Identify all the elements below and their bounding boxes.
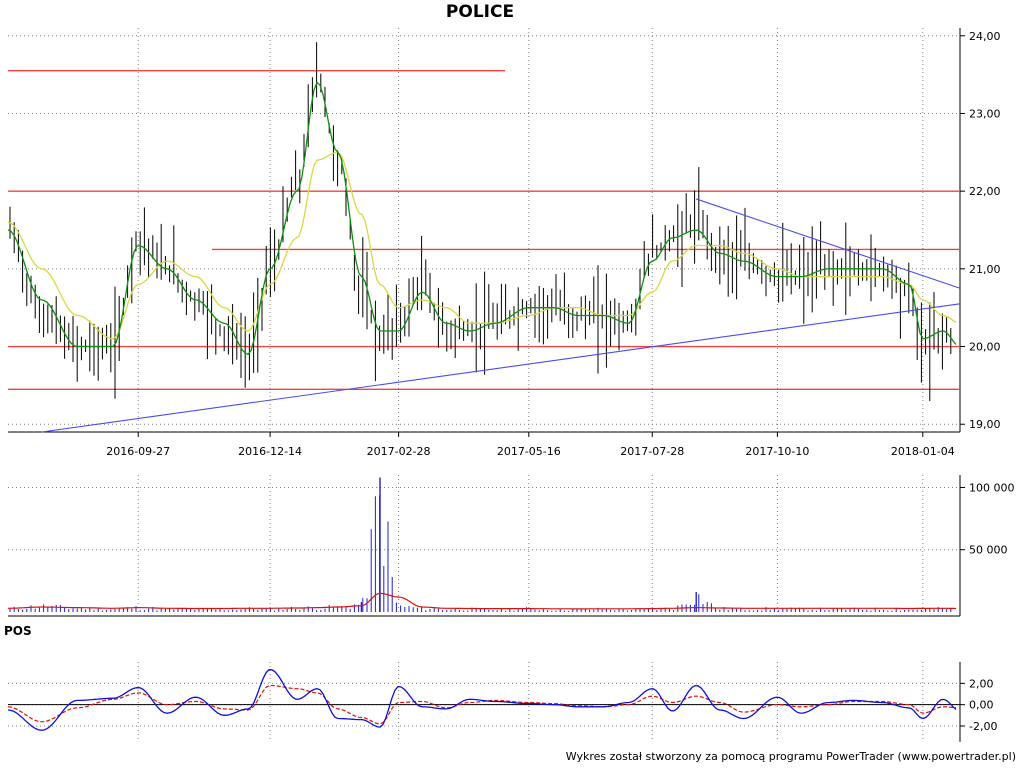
price-xtick-label: 2017-10-10 (745, 445, 809, 458)
chart-title: POLICE (445, 2, 515, 22)
price-ytick-label: 21,00 (969, 263, 1001, 276)
price-ytick-label: 24,00 (969, 30, 1001, 43)
trend-line (696, 198, 961, 289)
pos-panel-title: POS (4, 624, 32, 638)
trend-line (41, 303, 961, 433)
price-ytick-label: 19,00 (969, 418, 1001, 431)
price-panel: 19,00 20,00 21,00 22,00 23,00 24,00 2016-09-27… (7, 28, 1001, 458)
price-xtick-label: 2016-09-27 (106, 445, 170, 458)
price-xtick-label: 2017-07-28 (620, 445, 684, 458)
long-moving-average-line (7, 151, 957, 340)
volume-panel: 50 000 100 000 (7, 475, 1015, 617)
pos-panel: -2,00 0,00 2,00 (7, 662, 997, 742)
volume-ytick-label: 100 000 (969, 481, 1015, 494)
price-xtick-label: 2016-12-14 (238, 445, 302, 458)
price-xtick-label: 2017-02-28 (367, 445, 431, 458)
pos-ytick-label: -2,00 (969, 720, 997, 733)
volume-moving-average-line (7, 592, 957, 610)
price-ytick-label: 22,00 (969, 185, 1001, 198)
price-ytick-label: 23,00 (969, 107, 1001, 120)
price-xtick-label: 2017-05-16 (497, 445, 561, 458)
pos-ytick-label: 2,00 (969, 677, 994, 690)
volume-ytick-label: 50 000 (969, 544, 1008, 557)
price-xtick-label: 2018-01-04 (891, 445, 955, 458)
short-moving-average-line (7, 81, 957, 356)
price-ytick-label: 20,00 (969, 341, 1001, 354)
pos-signal-line (7, 684, 957, 725)
pos-ytick-label: 0,00 (969, 699, 994, 712)
footer-credit: Wykres został stworzony za pomocą progra… (565, 750, 1016, 763)
pos-line (7, 669, 957, 731)
